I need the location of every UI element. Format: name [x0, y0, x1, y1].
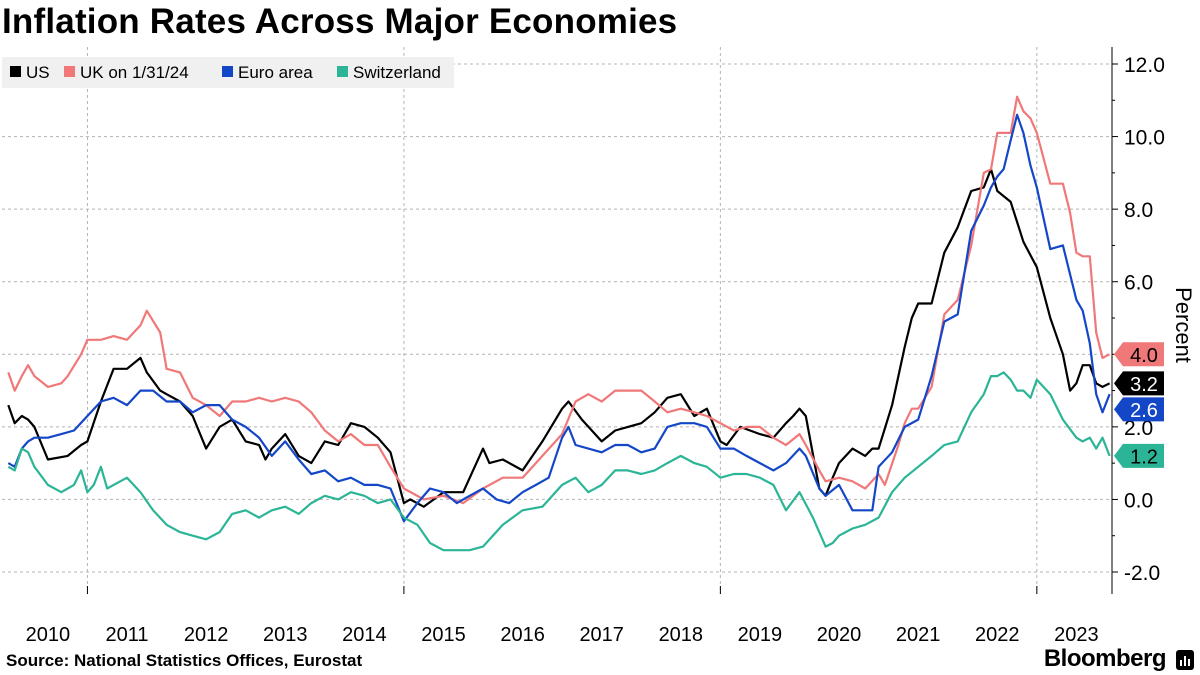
- y-axis-label: Percent: [1171, 287, 1196, 363]
- y-tick-label: 12.0: [1124, 54, 1165, 77]
- series-line-uk: [7, 95, 1111, 505]
- legend-swatch: [337, 66, 348, 77]
- bloomberg-icon: [1176, 650, 1194, 670]
- series-line-euro: [7, 113, 1111, 523]
- chart-title: Inflation Rates Across Major Economies: [2, 2, 678, 41]
- end-label-tag: [1114, 397, 1164, 422]
- end-label-tag: [1114, 443, 1164, 468]
- x-tick-label: 2017: [579, 624, 624, 646]
- legend-swatch: [222, 66, 233, 77]
- y-axis: -2.0 0.0 2.0 4.0 6.0 8.0 10.0 12.0: [1111, 47, 1165, 594]
- y-tick-label: 10.0: [1124, 127, 1165, 150]
- source-note: Source: National Statistics Offices, Eur…: [6, 651, 363, 670]
- end-labels: 4.0 3.2 2.6 1.2: [1114, 342, 1164, 468]
- end-label-value: 1.2: [1130, 446, 1158, 468]
- brand-logo-text: Bloomberg: [1043, 645, 1167, 672]
- plot-grid: [2, 63, 1112, 573]
- legend-label: US: [26, 63, 50, 82]
- end-label-tag: [1114, 371, 1164, 396]
- x-tick-label: 2010: [26, 624, 71, 646]
- x-tick-label: 2012: [184, 624, 229, 646]
- x-tick-label: 2023: [1054, 624, 1099, 646]
- y-tick-label: 8.0: [1124, 199, 1153, 222]
- x-tick-label: 2011: [105, 624, 148, 646]
- end-label-value: 2.6: [1130, 400, 1158, 422]
- legend-label: Euro area: [238, 63, 313, 82]
- series-line-us: [7, 168, 1111, 508]
- x-tick-label: 2022: [975, 624, 1020, 646]
- y-tick-label: -2.0: [1124, 562, 1160, 585]
- end-label-switzerland: 1.2: [1114, 443, 1164, 468]
- end-label-value: 4.0: [1130, 345, 1158, 367]
- x-tick-label: 2015: [421, 624, 466, 646]
- x-tick-label: 2013: [263, 624, 308, 646]
- x-tick-label: 2021: [896, 624, 941, 646]
- x-tick-label: 2020: [817, 624, 862, 646]
- x-tick-label: 2014: [342, 624, 387, 646]
- year-dividers: [86, 47, 1038, 594]
- x-tick-label: 2019: [738, 624, 783, 646]
- end-label-us: 3.2: [1114, 371, 1164, 396]
- legend-swatch: [64, 66, 75, 77]
- series-line-switzerland: [7, 371, 1111, 552]
- y-tick-label: 0.0: [1124, 489, 1153, 512]
- x-tick-label: 2016: [500, 624, 545, 646]
- legend-label: UK on 1/31/24: [80, 63, 189, 82]
- legend-swatch: [10, 66, 21, 77]
- x-axis: 2010 2011 2012 2013 2014 2015 2016 2017 2018 2019…: [26, 624, 1099, 646]
- end-label-value: 3.2: [1130, 374, 1158, 396]
- legend-label: Switzerland: [353, 63, 441, 82]
- y-tick-label: 2.0: [1124, 417, 1153, 440]
- y-tick-label: 6.0: [1124, 272, 1153, 295]
- end-label-uk: 4.0: [1114, 342, 1164, 367]
- series-lines: [7, 95, 1111, 552]
- legend: US UK on 1/31/24 Euro area Switzerland: [2, 57, 454, 88]
- end-label-euro: 2.6: [1114, 397, 1164, 422]
- end-label-tag: [1114, 342, 1164, 367]
- x-tick-label: 2018: [659, 624, 704, 646]
